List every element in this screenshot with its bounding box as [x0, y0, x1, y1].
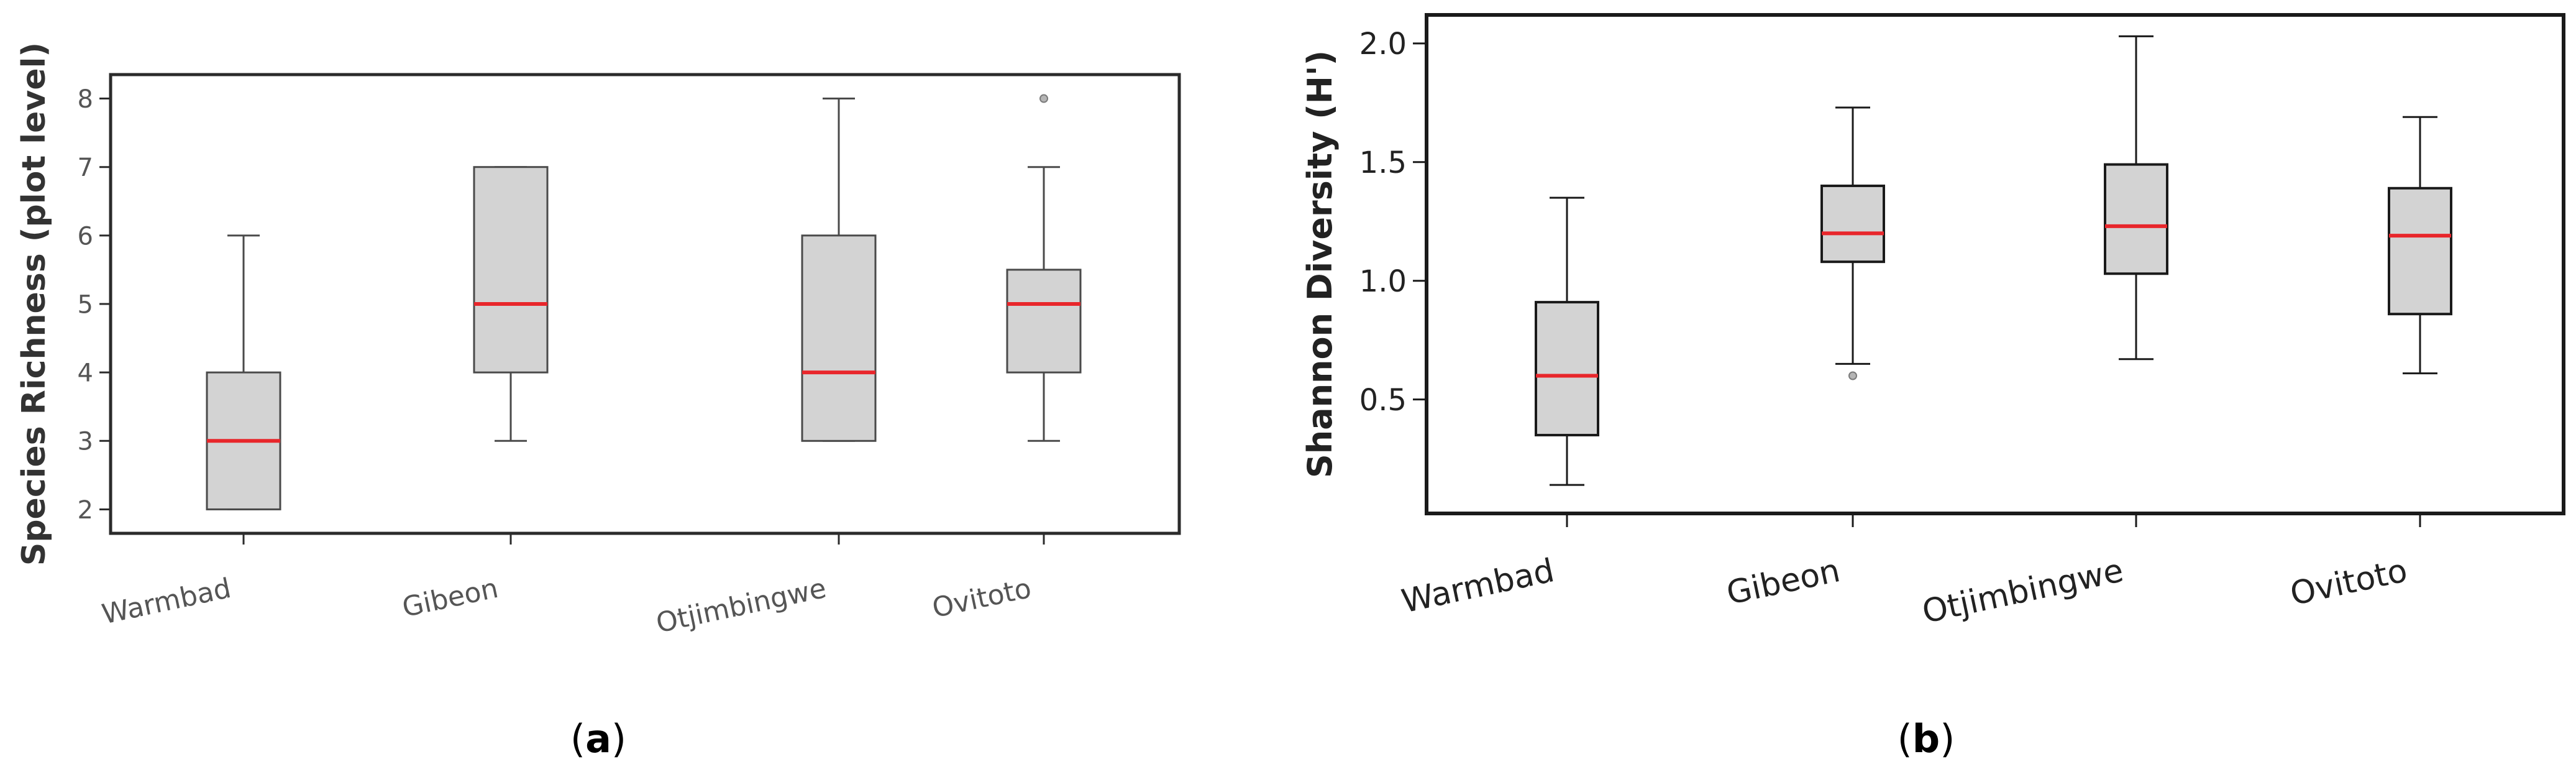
panel-b-box [2104, 163, 2168, 275]
panel-b-y-axis-label: Shannon Diversity (H') [1300, 50, 1340, 478]
panel-a-ytick-label: 2 [78, 496, 93, 525]
panel-b-box [1820, 184, 1885, 264]
panel-b-ytick-label: 2.0 [1359, 27, 1407, 62]
panel-b-ytick-label: 1.5 [1359, 145, 1407, 180]
panel-b-ytick-label: 0.5 [1359, 383, 1407, 418]
panel-b-ytick-label: 1.0 [1359, 264, 1407, 299]
panel-b-plot-frame [1425, 13, 2565, 515]
panel-a-ytick-label: 5 [78, 290, 93, 319]
panel-a-ytick-label: 3 [78, 428, 93, 456]
panel-b-caption: (b) [1898, 716, 1955, 761]
panel-a-ytick-label: 8 [78, 85, 93, 114]
panel-b-caption-letter: b [1912, 716, 1940, 761]
panel-a-box [473, 166, 549, 374]
panel-b-outlier-point [1848, 371, 1857, 380]
panel-a-caption-letter: a [585, 716, 611, 761]
panel-a-ytick-label: 6 [78, 222, 93, 251]
panel-a-caption: (a) [570, 716, 626, 761]
panel-a-box [1006, 269, 1082, 374]
panel-b-box [1535, 301, 1599, 436]
panel-a-outlier-point [1039, 94, 1048, 103]
panel-a-y-axis-label: Species Richness (plot level) [16, 42, 53, 566]
panel-b-box [2388, 186, 2452, 316]
panel-a-ytick-label: 4 [78, 359, 93, 388]
panel-a-ytick-label: 7 [78, 154, 93, 182]
panel-a-box [801, 234, 877, 442]
